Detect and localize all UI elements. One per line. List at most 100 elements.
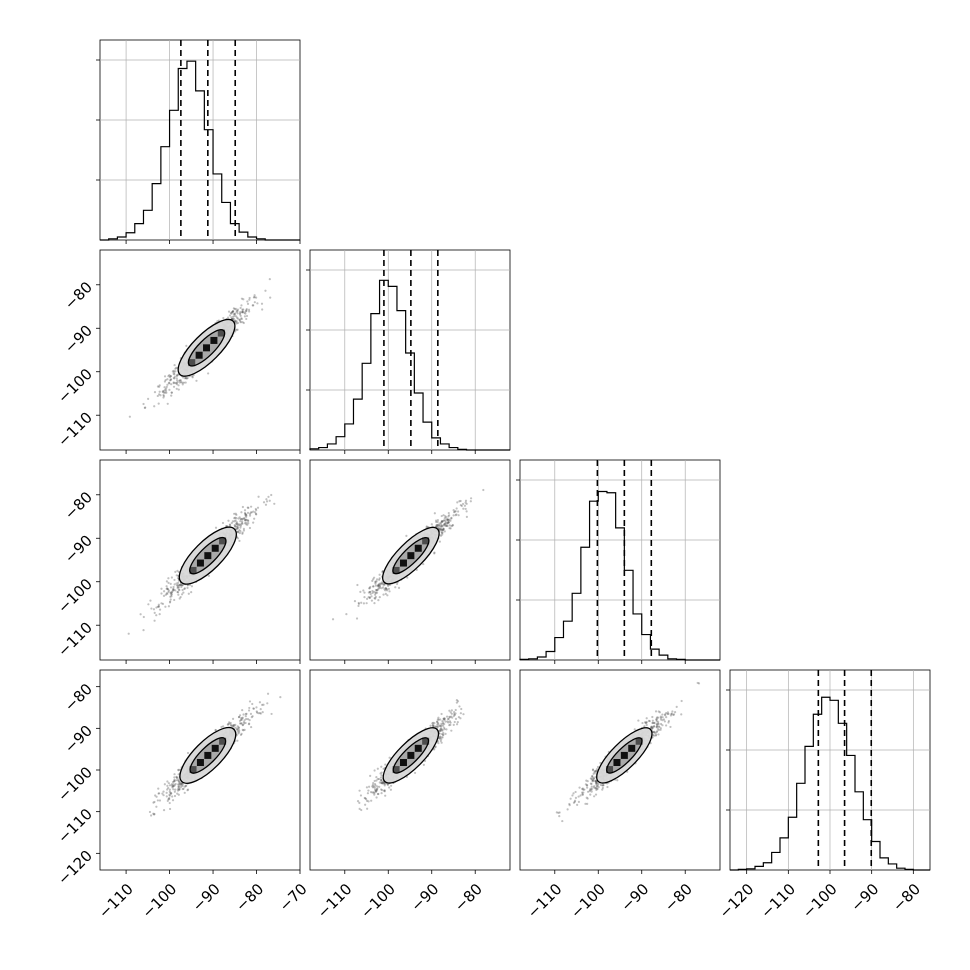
scatter-point [390,784,393,787]
scatter-point [179,786,182,789]
scatter-point [442,520,445,523]
scatter-point [437,716,440,719]
scatter-point [175,382,178,385]
scatter-point [438,524,441,527]
scatter-point [378,777,381,781]
scatter-point [664,714,667,717]
scatter-point [231,311,234,314]
scatter-point [440,736,443,739]
scatter-point [230,724,233,727]
scatter-point [228,524,232,527]
scatter-point [438,724,441,728]
scatter-point [243,722,246,725]
scatter-point [383,789,386,792]
scatter-point [180,585,183,589]
scatter-point [453,720,456,724]
scatter-point [235,311,238,314]
scatter-point [379,582,383,585]
scatter-point [236,728,239,731]
scatter-point [174,589,177,592]
scatter-point [244,512,247,516]
scatter-point [168,793,171,796]
scatter-point [382,782,385,785]
scatter-point [240,317,243,321]
scatter-point [253,296,256,299]
scatter-point [256,506,260,509]
density-core [422,537,430,545]
scatter-point [439,727,442,731]
scatter-point [236,527,239,531]
scatter-point [453,713,457,716]
scatter-point [270,712,273,716]
scatter-point [191,375,194,378]
scatter-point [558,811,561,814]
scatter-point [245,712,248,715]
scatter-point [156,799,159,802]
scatter-point [357,601,360,605]
histogram-panel-3 [516,459,721,664]
density-core [219,537,227,545]
scatter-point [175,574,178,577]
scatter-point [367,789,370,792]
scatter-point [185,344,188,347]
scatter-point [456,501,459,504]
scatter-point [127,632,130,635]
scatter-point [380,778,383,782]
scatter-point [236,317,240,320]
scatter-point [184,377,188,380]
scatter-point [177,384,180,387]
scatter-point [374,588,378,592]
scatter-point [447,515,450,518]
scatter-point [235,517,238,520]
scatter-point [376,767,379,770]
scatter-point [235,328,238,331]
scatter-point [453,510,456,513]
scatter-point [174,779,177,782]
scatter-point [469,500,472,503]
scatter-point [438,737,441,740]
scatter-point [434,519,438,522]
scatter-point [241,532,244,535]
scatter-point [177,769,180,772]
scatter-point [382,593,385,596]
scatter-point [593,770,596,773]
scatter-point [435,523,438,527]
scatter-point [236,522,239,526]
scatter-point [444,521,448,524]
scatter-point [442,523,446,526]
scatter-point [442,528,445,531]
scatter-point [440,528,443,531]
scatter-point [169,600,172,603]
scatter-point [177,593,180,596]
density-core [392,766,400,774]
scatter-point [445,516,448,519]
scatter-point [345,613,348,616]
scatter-point [365,786,369,789]
scatter-point [230,311,234,314]
scatter-point [170,783,173,786]
density-core [407,552,415,560]
scatter-point [165,391,168,394]
scatter-point [368,596,372,599]
density-core [188,359,196,367]
scatter-point [235,309,238,312]
scatter-point [432,721,435,724]
scatter-point [241,709,244,712]
scatter-point [156,605,159,608]
scatter-point [222,316,225,320]
scatter-point [176,374,179,377]
scatter-point [178,780,181,783]
scatter-point [441,528,445,531]
scatter-point [179,781,182,784]
scatter-point [377,584,380,587]
scatter-point [446,518,449,522]
scatter-point [177,793,180,796]
scatter-point [441,520,444,523]
scatter-point [381,582,384,585]
scatter-point [360,601,363,604]
scatter-point [583,788,586,791]
scatter-point [178,589,181,592]
scatter-point [359,590,362,593]
scatter-point [228,721,231,724]
scatter-point [170,593,173,596]
